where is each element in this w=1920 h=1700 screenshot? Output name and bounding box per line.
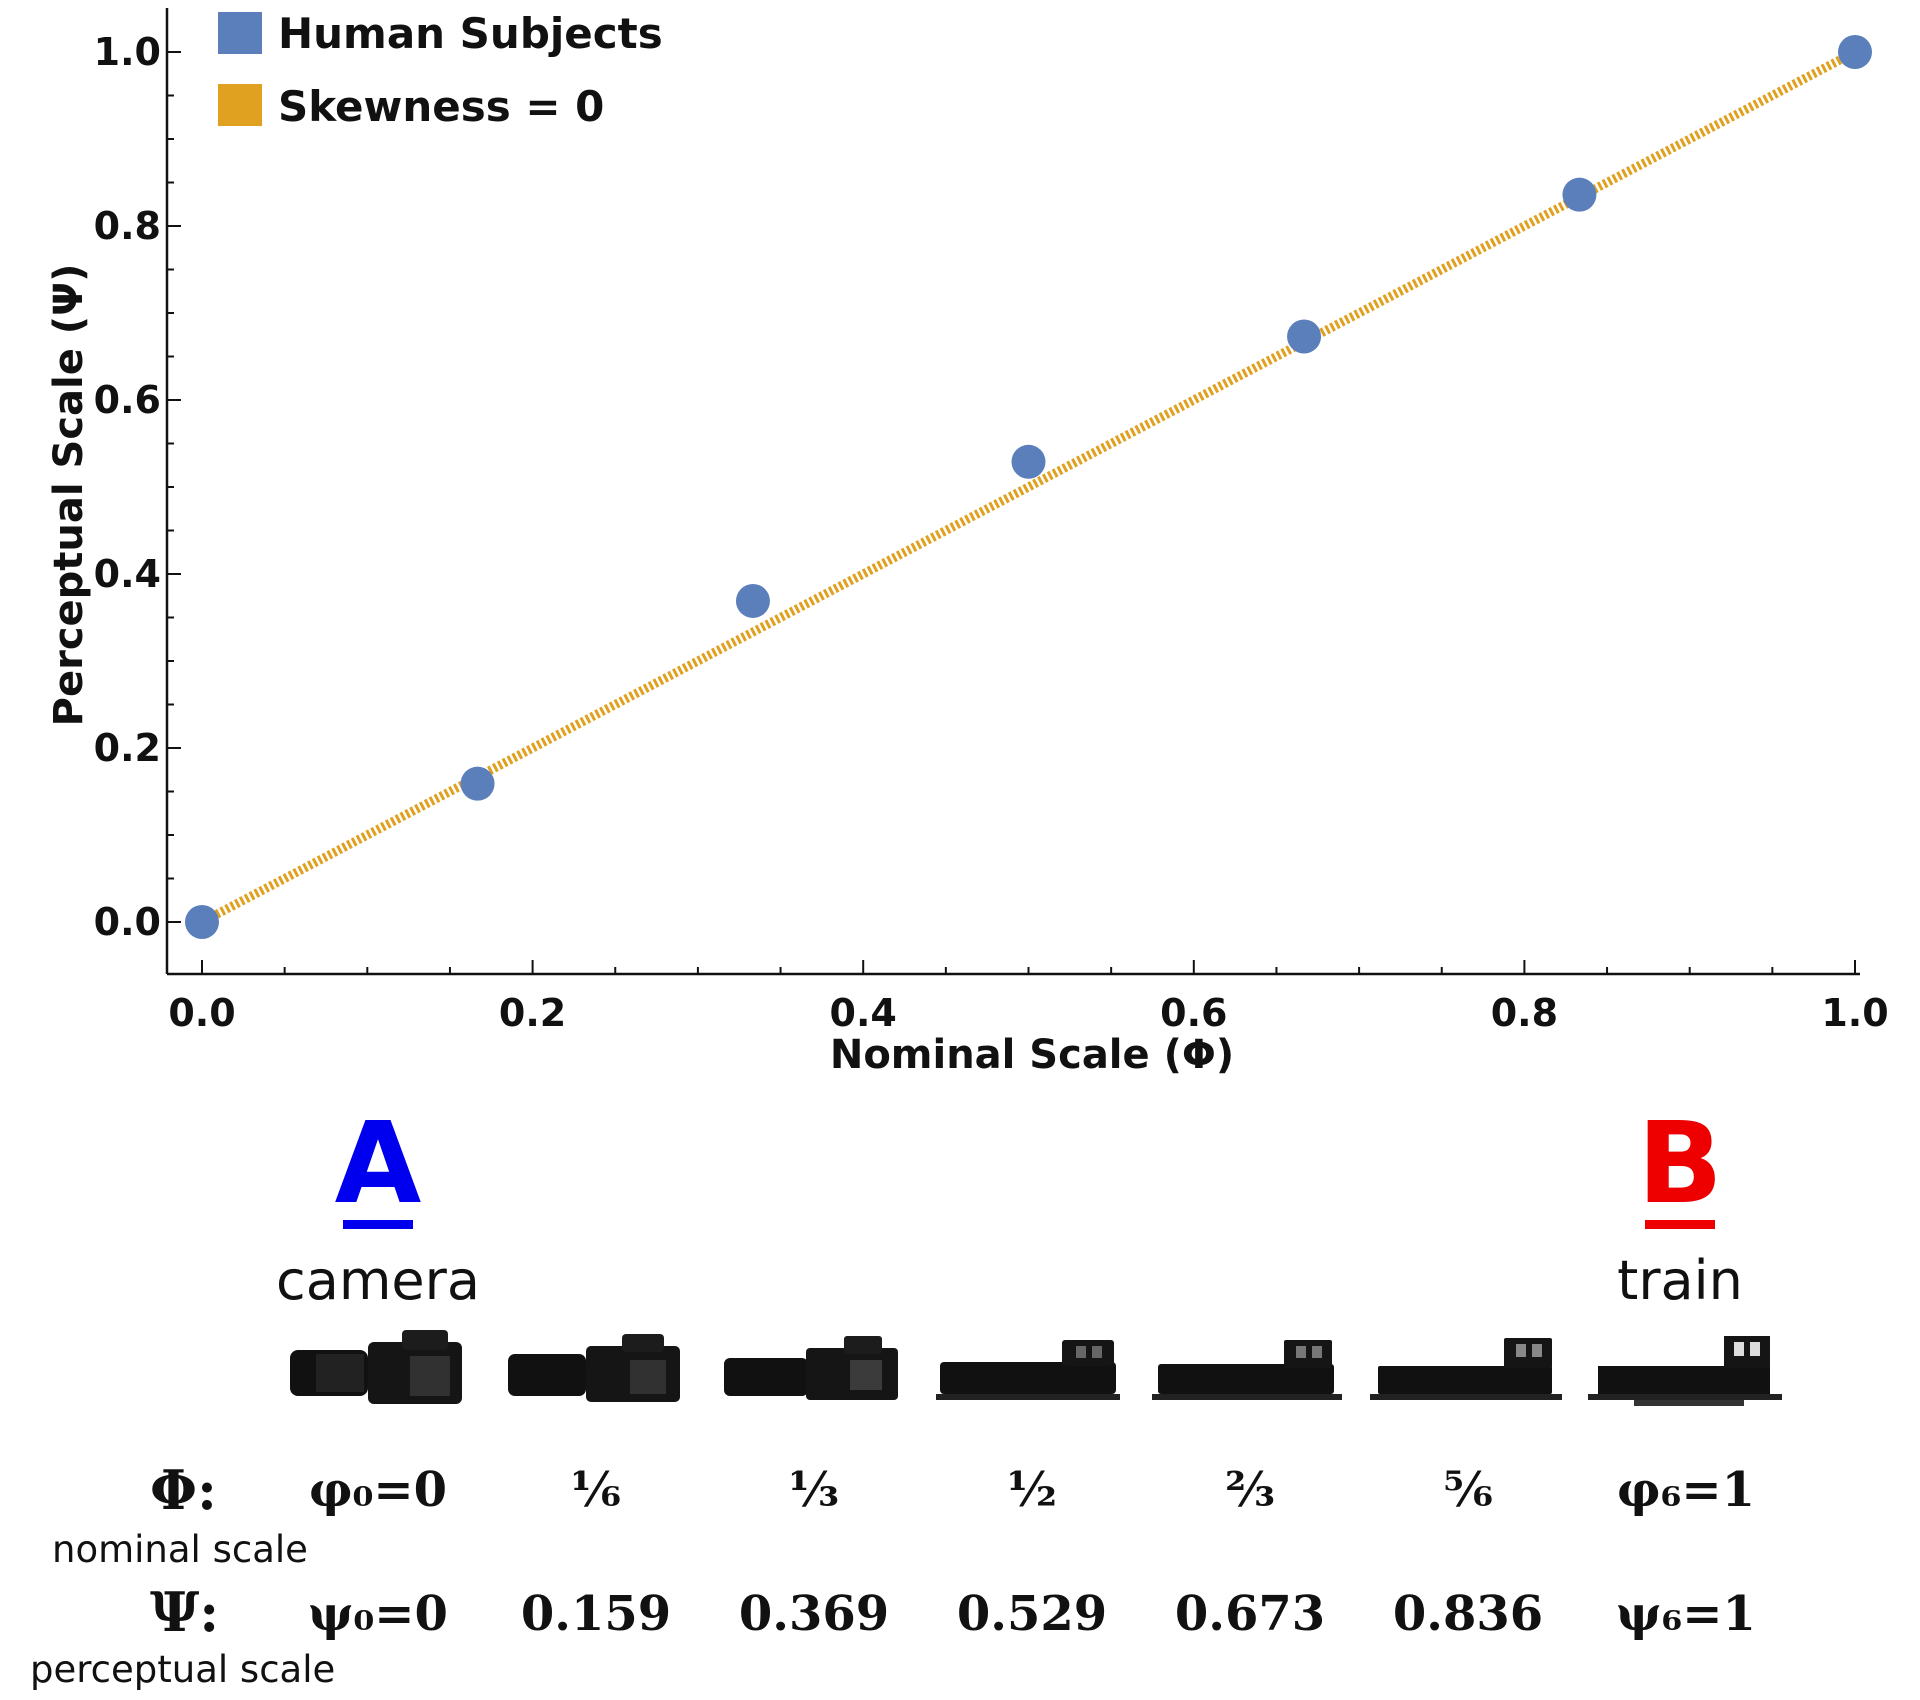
nominal-value-0: φ₀=0 [308, 1462, 448, 1518]
y-axis-title: Perceptual Scale (Ψ) [46, 264, 92, 727]
y-tick-label: 0.4 [94, 552, 161, 596]
x-tick-label: 1.0 [1821, 991, 1888, 1035]
x-tick-label: 0.6 [1160, 991, 1227, 1035]
nominal-value-5: ⅚ [1443, 1462, 1493, 1518]
morph-icon-1 [508, 1334, 680, 1402]
perceptual-value-2: 0.369 [738, 1586, 890, 1642]
endpoint-b: B train [1560, 1108, 1800, 1312]
perceptual-row-caption: perceptual scale [30, 1648, 336, 1691]
data-point [1562, 177, 1597, 212]
data-point [185, 905, 219, 939]
camera-icon [290, 1330, 462, 1404]
nominal-value-2: ⅓ [789, 1462, 839, 1518]
data-point [1287, 319, 1322, 354]
y-tick-label: 0.8 [94, 204, 161, 248]
axes [165, 8, 1860, 976]
data-points [185, 35, 1872, 939]
nominal-value-4: ⅔ [1225, 1462, 1275, 1518]
morph-icon-4 [1152, 1340, 1342, 1400]
nominal-value-6: φ₆=1 [1616, 1462, 1756, 1518]
perceptual-value-6: ψ₆=1 [1616, 1586, 1756, 1642]
x-tick-label: 0.8 [1491, 991, 1558, 1035]
x-tick-label: 0.0 [168, 991, 235, 1035]
data-point [735, 583, 770, 618]
legend-swatch-human-subjects [218, 12, 262, 54]
x-tick-label: 0.4 [830, 991, 897, 1035]
tick-labels: 0.0 0.2 0.4 0.6 0.8 1.0 0.0 0.2 0.4 0.6 0.8 1.0 [94, 30, 1889, 1035]
legend: Human Subjects Skewness = 0 [218, 9, 663, 131]
x-axis-title: Nominal Scale (Φ) [830, 1032, 1234, 1078]
endpoint-b-letter: B [1637, 1099, 1723, 1229]
legend-label-skewness: Skewness = 0 [278, 82, 604, 131]
y-tick-label: 0.0 [94, 900, 161, 944]
legend-label-human-subjects: Human Subjects [278, 9, 663, 58]
endpoint-b-underline [1645, 1220, 1715, 1229]
legend-swatch-skewness [218, 84, 262, 126]
endpoint-b-word: train [1617, 1249, 1743, 1312]
reference-line [199, 48, 1858, 926]
data-point [1838, 35, 1872, 69]
perceptual-value-0: ψ₀=0 [308, 1586, 448, 1642]
perceptual-value-5: 0.836 [1392, 1586, 1544, 1642]
nominal-value-1: ⅙ [571, 1462, 621, 1518]
skewness-line [199, 48, 1858, 926]
y-tick-label: 1.0 [94, 30, 161, 74]
data-point [1011, 444, 1046, 479]
perceptual-row-symbol: Ψ: [150, 1580, 220, 1644]
perceptual-value-3: 0.529 [956, 1586, 1108, 1642]
endpoint-a: A camera [258, 1108, 498, 1312]
nominal-row-symbol: Φ: [150, 1458, 217, 1522]
morph-icon-5 [1370, 1338, 1562, 1400]
endpoint-a-letter: A [334, 1099, 422, 1229]
morph-icon-3 [936, 1340, 1120, 1400]
perceptual-value-1: 0.159 [520, 1586, 672, 1642]
x-tick-label: 0.2 [499, 991, 566, 1035]
y-tick-label: 0.6 [94, 378, 161, 422]
endpoint-a-underline [343, 1220, 413, 1229]
data-point [460, 766, 495, 801]
y-tick-label: 0.2 [94, 726, 161, 770]
morph-sequence [280, 1320, 1810, 1430]
nominal-value-3: ½ [1006, 1462, 1058, 1518]
endpoint-a-word: camera [276, 1249, 480, 1312]
train-icon [1588, 1336, 1782, 1406]
nominal-row-caption: nominal scale [52, 1528, 308, 1571]
scatter-chart: 0.0 0.2 0.4 0.6 0.8 1.0 0.0 0.2 0.4 0.6 0.8 1.0 Nom… [46, 8, 1889, 1078]
morph-icon-2 [724, 1336, 898, 1400]
perceptual-value-4: 0.673 [1174, 1586, 1326, 1642]
